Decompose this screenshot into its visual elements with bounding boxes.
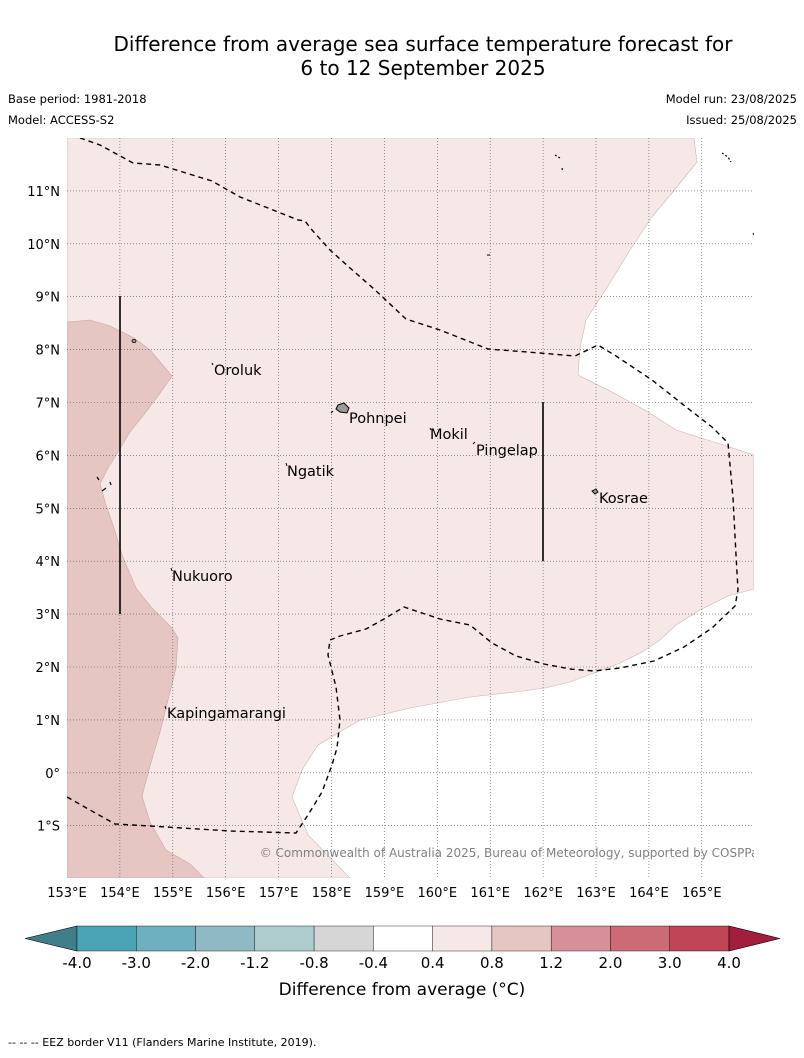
colorbar-tick: 2.0 xyxy=(599,954,623,972)
colorbar-tick: 0.8 xyxy=(480,954,504,972)
map-area: Oroluk Pohnpei Mokil Pingelap Ngatik Kos… xyxy=(67,138,765,878)
eez-border-north xyxy=(67,138,739,834)
island-ant-atoll xyxy=(330,410,334,414)
marker-mokil xyxy=(429,427,432,431)
copyright-notice: © Commonwealth of Australia 2025, Bureau… xyxy=(260,846,765,860)
colorbar-segment xyxy=(491,925,552,952)
colorbar-extend-low xyxy=(24,925,78,952)
colorbar-segment xyxy=(669,925,730,952)
island-pohnpei xyxy=(335,402,350,414)
eez-border-fragment-ne xyxy=(554,152,732,173)
lon-label: 153°E xyxy=(47,886,87,901)
lat-label: 8°N xyxy=(36,344,61,359)
base-period: Base period: 1981-2018 xyxy=(8,92,147,106)
lat-label: 5°N xyxy=(36,502,61,517)
lat-label: 2°N xyxy=(36,661,61,676)
colorbar-tick: -0.4 xyxy=(359,954,388,972)
marker-kapingamarangi xyxy=(164,705,167,710)
issued-date: Issued: 25/08/2025 xyxy=(686,113,797,127)
lon-label: 159°E xyxy=(365,886,405,901)
colorbar-tick: -0.8 xyxy=(299,954,328,972)
model-run: Model run: 23/08/2025 xyxy=(665,92,797,106)
lon-label: 160°E xyxy=(418,886,458,901)
colorbar: -4.0 -3.0 -2.0 -1.2 -0.8 -0.4 0.4 0.8 1.2 2.0 3.0 4… xyxy=(24,925,781,972)
lat-label: 4°N xyxy=(36,555,61,570)
colorbar-segment xyxy=(76,925,137,952)
place-labels: Oroluk Pohnpei Mokil Pingelap Ngatik Kos… xyxy=(164,362,648,722)
colorbar-tick: 1.2 xyxy=(539,954,563,972)
lon-label: 163°E xyxy=(576,886,616,901)
place-ngatik: Ngatik xyxy=(287,464,335,480)
place-oroluk: Oroluk xyxy=(214,363,262,379)
colorbar-segment xyxy=(195,925,256,952)
lon-label: 161°E xyxy=(470,886,510,901)
colorbar-tick: -2.0 xyxy=(181,954,210,972)
longitude-labels: 153°E 154°E 155°E 156°E 157°E 158°E 159°E 160°E… xyxy=(47,886,721,901)
colorbar-segment xyxy=(550,925,611,952)
lat-label: 1°N xyxy=(36,714,61,729)
marker-oroluk xyxy=(211,362,214,366)
colorbar-segment xyxy=(254,925,315,952)
chart-title: Difference from average sea surface temp… xyxy=(0,32,804,80)
lat-label: 6°N xyxy=(36,449,61,464)
colorbar-tick: 4.0 xyxy=(717,954,741,972)
lat-label: 0° xyxy=(45,767,60,782)
lon-label: 155°E xyxy=(153,886,193,901)
colorbar-segment xyxy=(313,925,374,952)
lat-label: 1°S xyxy=(37,820,60,835)
lon-label: 156°E xyxy=(206,886,246,901)
colorbar-segment xyxy=(432,925,493,952)
place-kosrae: Kosrae xyxy=(599,491,648,507)
place-pohnpei: Pohnpei xyxy=(349,411,407,427)
title-line-1: Difference from average sea surface temp… xyxy=(113,32,733,56)
island-sapwuahfik xyxy=(131,338,137,343)
colorbar-extend-high xyxy=(728,925,781,952)
lat-label: 10°N xyxy=(27,238,60,253)
lon-label: 158°E xyxy=(312,886,352,901)
lon-label: 164°E xyxy=(629,886,669,901)
lon-label: 162°E xyxy=(523,886,563,901)
marker-ngatik xyxy=(285,462,288,467)
lat-label: 3°N xyxy=(36,608,61,623)
colorbar-tick: -4.0 xyxy=(62,954,91,972)
marker-pingelap xyxy=(472,441,476,445)
title-line-2: 6 to 12 September 2025 xyxy=(300,56,546,80)
place-kapingamarangi: Kapingamarangi xyxy=(167,706,286,722)
place-pingelap: Pingelap xyxy=(476,443,538,459)
lat-label: 9°N xyxy=(36,291,61,306)
model-name: Model: ACCESS-S2 xyxy=(8,113,115,127)
place-mokil: Mokil xyxy=(430,427,468,443)
lon-label: 165°E xyxy=(682,886,722,901)
colorbar-tick: 3.0 xyxy=(658,954,682,972)
colorbar-tick: -3.0 xyxy=(122,954,151,972)
gridlines xyxy=(67,138,754,878)
eez-footnote: -- -- -- EEZ border V11 (Flanders Marine… xyxy=(8,1036,317,1049)
colorbar-segment xyxy=(373,925,433,952)
latitude-labels: 11°N 10°N 9°N 8°N 7°N 6°N 5°N 4°N 3°N 2°N 1°N 0° 1°S xyxy=(27,185,60,835)
lat-label: 11°N xyxy=(27,185,60,200)
eez-border-fragment xyxy=(96,476,112,492)
eez-border-tick-edge xyxy=(752,232,754,236)
colorbar-segment xyxy=(136,925,196,952)
anomaly-region-dark xyxy=(67,319,205,878)
colorbar-tick: -1.2 xyxy=(240,954,269,972)
lon-label: 154°E xyxy=(100,886,140,901)
island-kosrae xyxy=(591,488,599,495)
anomaly-region-light xyxy=(67,138,754,878)
place-nukuoro: Nukuoro xyxy=(172,569,233,585)
colorbar-segment xyxy=(610,925,670,952)
colorbar-label: Difference from average (°C) xyxy=(278,980,526,1000)
lat-label: 7°N xyxy=(36,397,61,412)
colorbar-tick: 0.4 xyxy=(421,954,445,972)
lon-label: 157°E xyxy=(259,886,299,901)
marker-nukuoro xyxy=(170,567,173,572)
